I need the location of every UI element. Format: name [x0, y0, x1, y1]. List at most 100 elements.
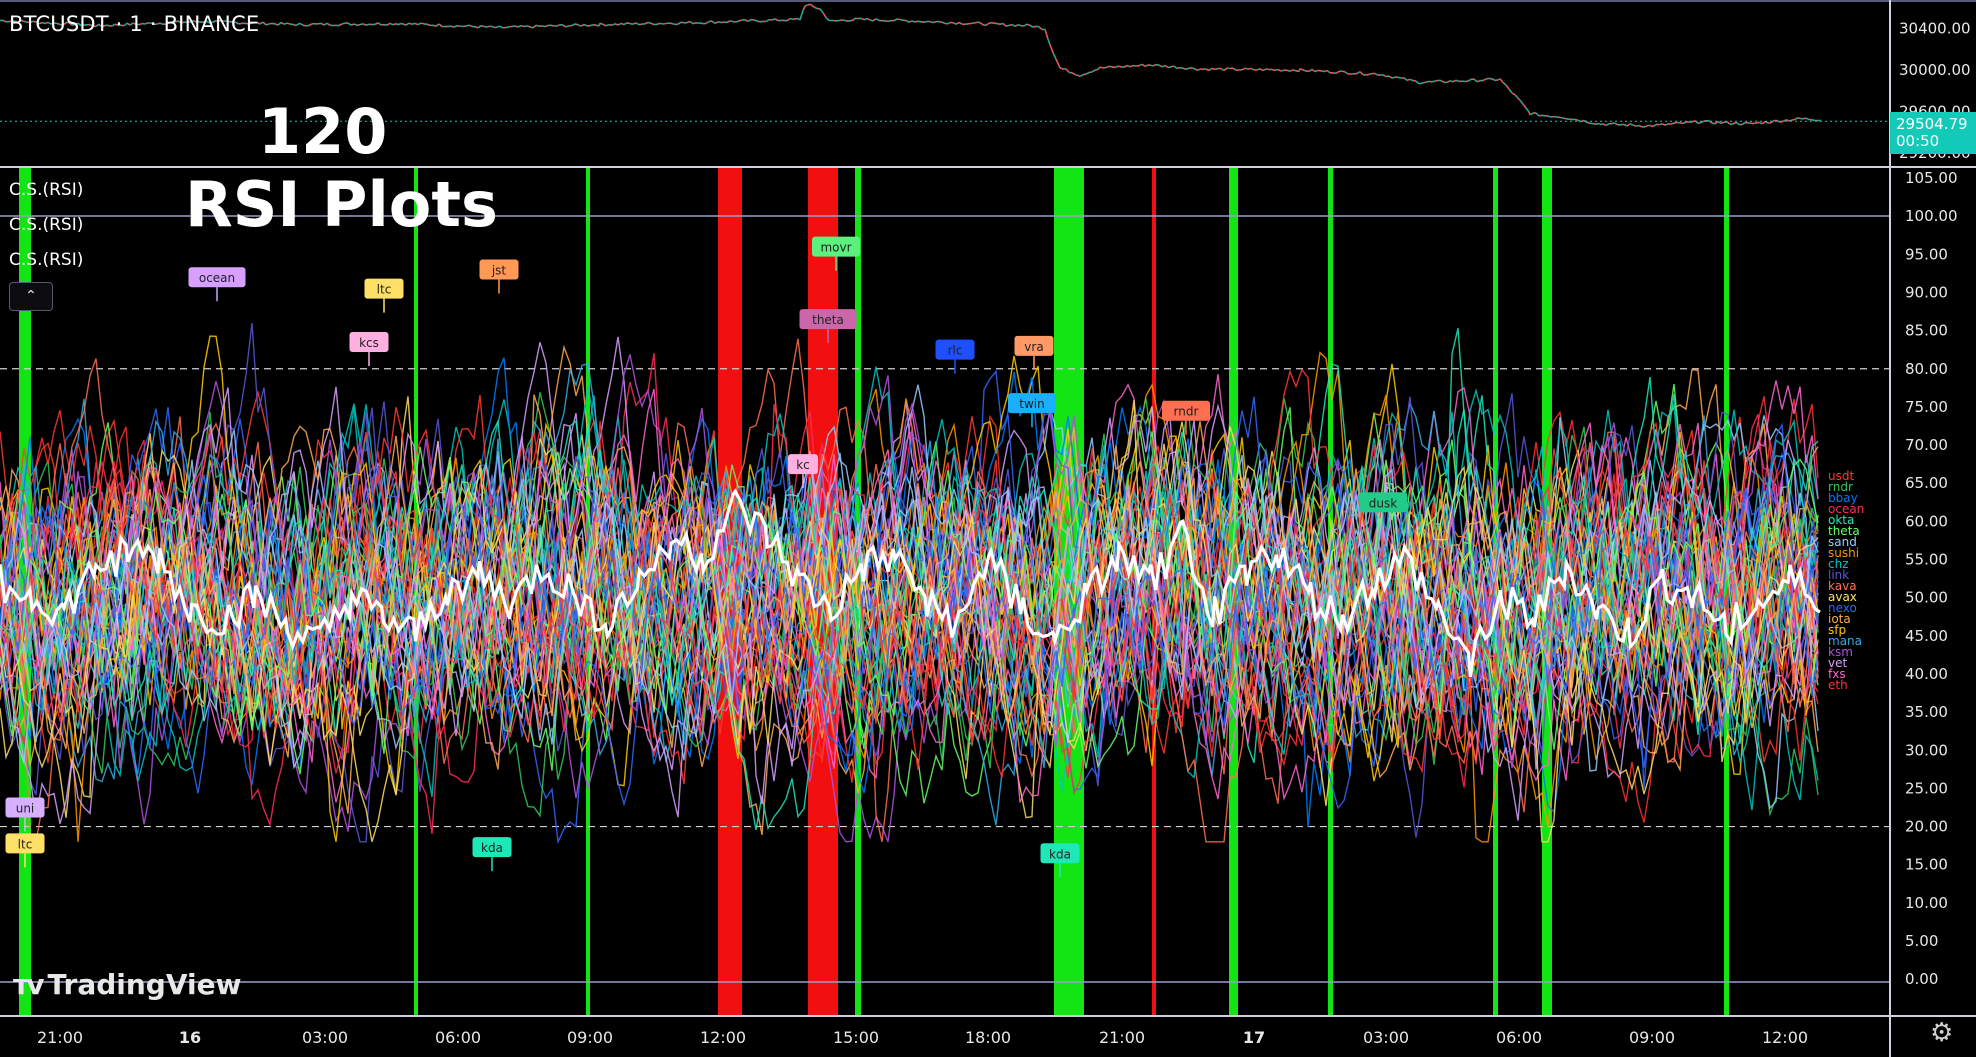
- tradingview-logo[interactable]: ᴛᴠ TradingView: [13, 968, 241, 1001]
- last-value-label: ksm: [1828, 645, 1853, 659]
- last-value-label: sfp: [1828, 623, 1846, 637]
- rsi-tick-label: 50.00: [1905, 589, 1948, 607]
- overlay-title-count: 120: [258, 95, 388, 168]
- rsi-line: [0, 466, 1819, 843]
- price-tick-label: 30400.00: [1899, 20, 1971, 38]
- symbol-label-text: kcs: [359, 336, 379, 350]
- symbol-label: ocean: [188, 267, 246, 302]
- last-value-label: chz: [1828, 557, 1849, 571]
- symbol-label-box: [349, 332, 389, 353]
- price-candles: [0, 3, 1821, 128]
- symbol-label-text: ltc: [377, 283, 392, 297]
- symbol-title[interactable]: BTCUSDT · 1 · BINANCE: [9, 12, 260, 36]
- symbol-label: kda: [472, 837, 512, 872]
- time-tick-label: 06:00: [1496, 1028, 1542, 1047]
- indicator-label-1[interactable]: C.S.(RSI): [9, 180, 84, 200]
- rsi-lines: [0, 322, 1819, 845]
- price-pane: [0, 3, 1890, 128]
- rsi-line: [0, 426, 1819, 780]
- last-value-label: iota: [1828, 612, 1851, 626]
- time-tick-label: 21:00: [37, 1028, 83, 1047]
- symbol-label-box: [1040, 843, 1080, 864]
- symbol-label-box: [1359, 492, 1407, 513]
- last-value-label: nexo: [1828, 601, 1857, 615]
- symbol-label: rndr: [1162, 400, 1210, 435]
- time-tick-label: 06:00: [435, 1028, 481, 1047]
- symbol-label-text: uni: [16, 801, 35, 815]
- settings-gear-icon[interactable]: ⚙: [1930, 1018, 1954, 1048]
- last-value-label: usdt: [1828, 469, 1854, 483]
- brand-name: TradingView: [47, 968, 242, 1001]
- symbol-label: kda: [1040, 843, 1080, 878]
- symbol-label-text: rndr: [1174, 405, 1199, 419]
- symbol-label-box: [799, 309, 857, 330]
- time-tick-label: 12:00: [1762, 1028, 1808, 1047]
- rsi-tick-label: 75.00: [1905, 398, 1948, 416]
- symbol-label: ltc: [364, 278, 404, 313]
- rsi-tick-label: 5.00: [1905, 932, 1938, 950]
- rsi-tick-label: 105.00: [1905, 169, 1958, 187]
- symbol-label-box: [812, 236, 860, 257]
- price-tag: 29504.79 00:50: [1890, 112, 1976, 154]
- price-tick-label: 30000.00: [1899, 61, 1971, 79]
- rsi-tick-label: 25.00: [1905, 779, 1948, 797]
- last-value-label: avax: [1828, 590, 1857, 604]
- symbol-label: twin: [1008, 393, 1056, 428]
- symbol-labels: ocean ltc kcs jst movr theta kc rlc vra twin rndr d…: [5, 236, 1407, 878]
- rsi-tick-label: 95.00: [1905, 245, 1948, 263]
- rsi-line: [0, 446, 1819, 737]
- tradingview-icon: ᴛᴠ: [13, 968, 45, 1001]
- symbol-label-text: ltc: [18, 837, 33, 851]
- time-tick-label: 16: [179, 1028, 201, 1047]
- symbol-label: kcs: [349, 332, 389, 367]
- rsi-line: [0, 452, 1819, 772]
- y-axis[interactable]: 30400.0030000.0029600.0029200.00105.0010…: [1890, 0, 1976, 1057]
- last-value-label: okta: [1828, 513, 1854, 527]
- time-tick-label: 21:00: [1099, 1028, 1145, 1047]
- last-value-labels: usdtrndrbbayoceanoktathetasandsushichzli…: [1828, 469, 1864, 692]
- symbol-label-text: twin: [1019, 397, 1044, 411]
- last-value-label: link: [1828, 568, 1849, 582]
- rsi-tick-label: 35.00: [1905, 703, 1948, 721]
- rsi-line: [0, 426, 1819, 778]
- rsi-tick-label: 55.00: [1905, 551, 1948, 569]
- symbol-label-box: [1162, 400, 1210, 421]
- last-value-label: kava: [1828, 579, 1857, 593]
- signal-zone-green: [1724, 168, 1729, 1016]
- rsi-tick-label: 85.00: [1905, 322, 1948, 340]
- symbol-label-text: kda: [481, 841, 503, 855]
- y-axis-background: [1890, 0, 1976, 1057]
- symbol-label-box: [1014, 335, 1054, 356]
- rsi-tick-label: 70.00: [1905, 436, 1948, 454]
- symbol-label-text: kc: [796, 458, 810, 472]
- time-tick-label: 12:00: [700, 1028, 746, 1047]
- overlay-title-text: RSI Plots: [185, 168, 498, 241]
- last-value-label: mana: [1828, 634, 1862, 648]
- last-value-label: theta: [1828, 524, 1860, 538]
- indicator-label-3[interactable]: C.S.(RSI): [9, 250, 84, 270]
- symbol-label: vra: [1014, 335, 1054, 370]
- symbol-label-text: theta: [812, 313, 844, 327]
- last-value-label: sand: [1828, 535, 1857, 549]
- last-value-label: sushi: [1828, 546, 1859, 560]
- rsi-tick-label: 0.00: [1905, 970, 1938, 988]
- indicator-label-2[interactable]: C.S.(RSI): [9, 215, 84, 235]
- rsi-mean-path: [0, 488, 1821, 678]
- time-tick-label: 17: [1243, 1028, 1265, 1047]
- collapse-indicators-button[interactable]: ⌃: [9, 282, 53, 311]
- symbol-label-box: [788, 454, 818, 475]
- last-value-label: ocean: [1828, 502, 1864, 516]
- x-axis[interactable]: 21:00 16 03:00 06:00 09:00 12:00 15:00 18:00 21:…: [0, 1016, 1976, 1057]
- symbol-label-text: jst: [491, 264, 507, 278]
- symbol-label-box: [188, 267, 246, 288]
- symbol-label-box: [479, 259, 519, 280]
- symbol-label-box: [5, 833, 45, 854]
- chevron-up-icon: ⌃: [25, 288, 37, 304]
- symbol-label: dusk: [1359, 492, 1407, 527]
- time-tick-label: 03:00: [302, 1028, 348, 1047]
- last-value-label: rndr: [1828, 480, 1853, 494]
- time-tick-label: 15:00: [833, 1028, 879, 1047]
- bar-countdown: 00:50: [1896, 132, 1940, 150]
